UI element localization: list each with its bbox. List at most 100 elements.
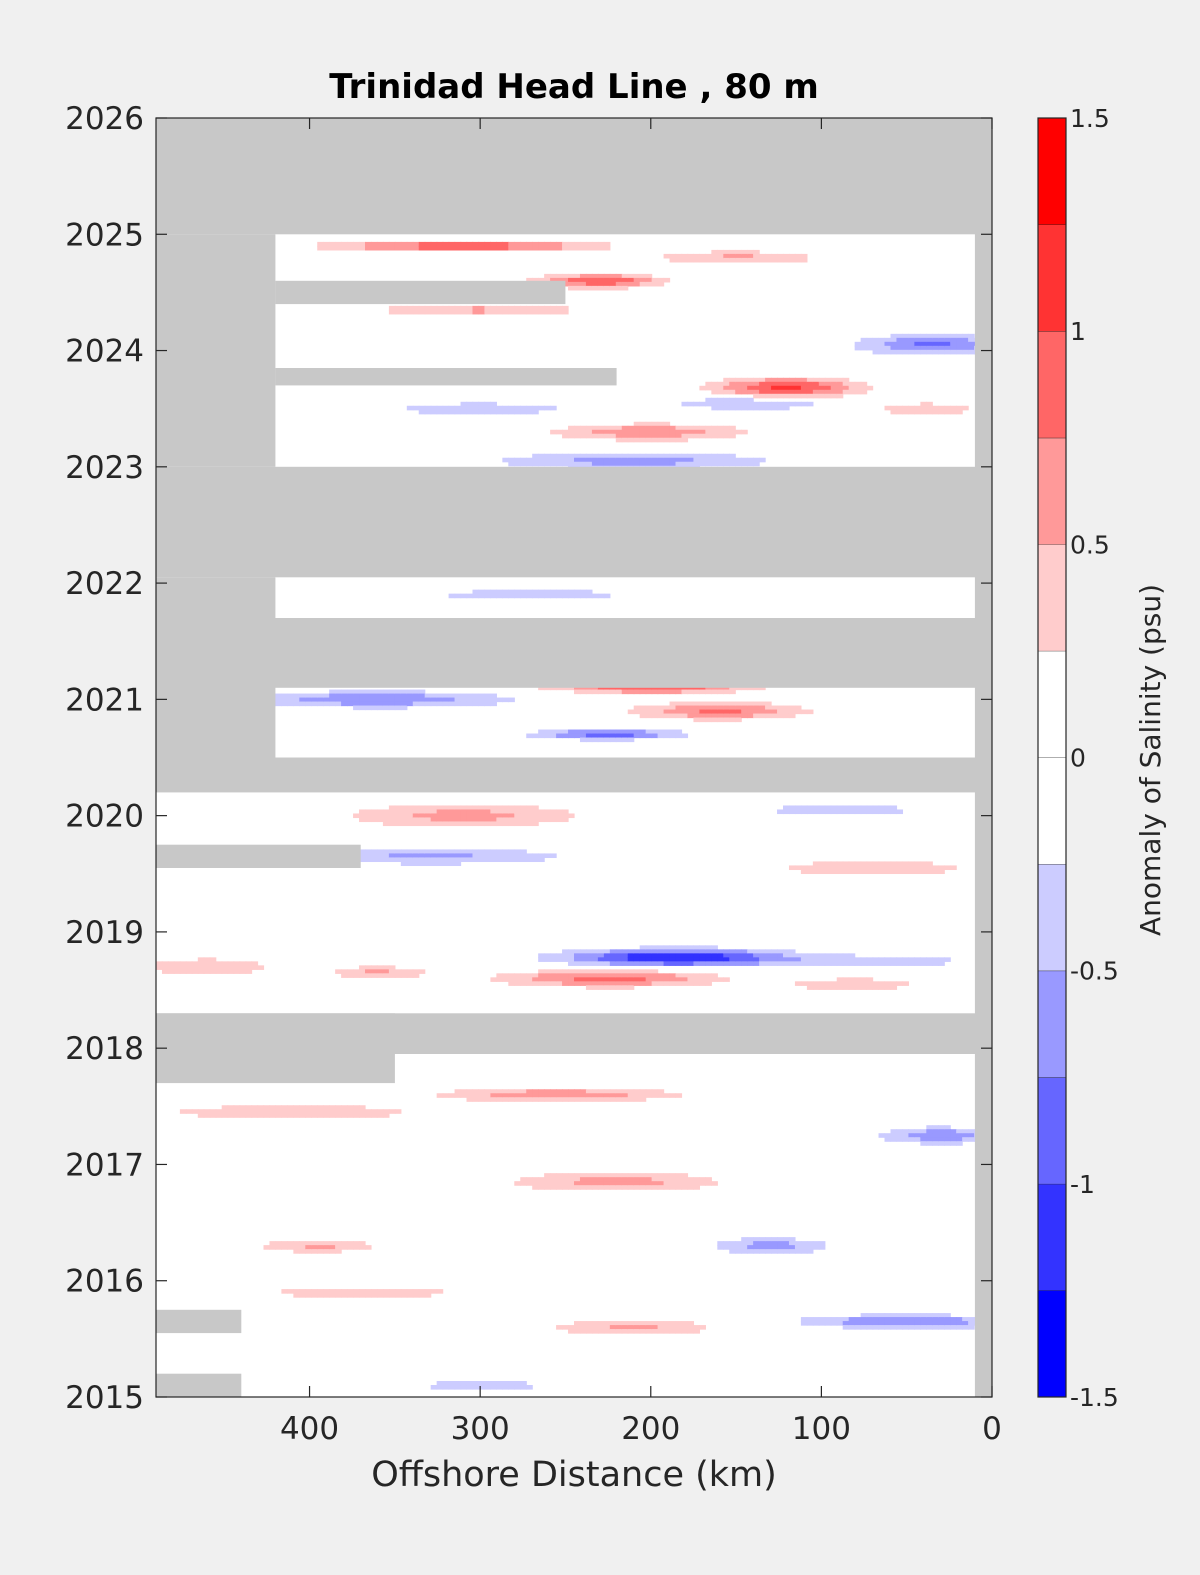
anomaly-cell xyxy=(293,1289,300,1294)
anomaly-cell xyxy=(723,977,730,982)
anomaly-cell xyxy=(842,861,850,867)
anomaly-cell xyxy=(800,253,808,259)
anomaly-cell xyxy=(878,345,886,351)
anomaly-cell xyxy=(579,1325,587,1330)
anomaly-cell xyxy=(854,341,862,347)
anomaly-cell xyxy=(621,1097,629,1102)
anomaly-cell xyxy=(908,861,915,867)
anomaly-cell xyxy=(472,813,480,819)
anomaly-cell xyxy=(693,1177,700,1182)
anomaly-cell xyxy=(562,433,569,439)
anomaly-cell xyxy=(562,973,569,978)
anomaly-cell xyxy=(615,737,623,743)
anomaly-cell xyxy=(591,685,599,691)
anomaly-cell xyxy=(932,345,939,351)
anomaly-cell xyxy=(472,697,480,703)
anomaly-cell xyxy=(585,1089,593,1094)
anomaly-cell xyxy=(962,1317,969,1322)
anomaly-cell xyxy=(287,693,294,699)
anomaly-cell xyxy=(454,861,462,867)
anomaly-cell xyxy=(920,401,927,407)
anomaly-cell xyxy=(711,381,718,387)
anomaly-cell xyxy=(245,969,253,974)
anomaly-cell xyxy=(675,973,683,978)
anomaly-cell xyxy=(633,705,641,711)
anomaly-cell xyxy=(556,969,563,974)
anomaly-cell xyxy=(747,377,754,383)
anomaly-cell xyxy=(544,1185,551,1190)
anomaly-cell xyxy=(615,973,623,978)
anomaly-cell xyxy=(938,1125,945,1130)
anomaly-cell xyxy=(526,857,533,863)
anomaly-cell xyxy=(866,981,874,986)
anomaly-cell xyxy=(896,1325,904,1330)
anomaly-cell xyxy=(735,957,742,962)
anomaly-cell xyxy=(353,1293,360,1298)
anomaly-cell xyxy=(597,1093,605,1098)
anomaly-cell xyxy=(741,1237,748,1242)
anomaly-cell xyxy=(514,981,521,986)
anomaly-cell xyxy=(221,965,229,970)
anomaly-cell xyxy=(860,337,868,343)
anomaly-cell xyxy=(908,869,915,875)
anomaly-cell xyxy=(526,973,533,978)
anomaly-cell xyxy=(388,701,396,707)
anomaly-cell xyxy=(209,957,217,962)
anomaly-cell xyxy=(538,245,545,251)
anomaly-cell xyxy=(884,1133,892,1138)
anomaly-cell xyxy=(466,1097,474,1102)
anomaly-cell xyxy=(478,853,486,859)
anomaly-cell xyxy=(633,1185,641,1190)
anomaly-cell xyxy=(705,381,712,387)
anomaly-cell xyxy=(400,245,408,251)
anomaly-cell xyxy=(645,433,653,439)
anomaly-cell xyxy=(645,1329,653,1334)
anomaly-cell xyxy=(544,405,551,411)
anomaly-cell xyxy=(400,849,408,855)
anomaly-cell xyxy=(896,409,904,415)
anomaly-cell xyxy=(818,981,826,986)
anomaly-cell xyxy=(556,1325,563,1330)
anomaly-cell xyxy=(538,1177,545,1182)
anomaly-cell xyxy=(956,337,963,343)
anomaly-cell xyxy=(699,1181,706,1186)
anomaly-cell xyxy=(950,1325,957,1330)
anomaly-cell xyxy=(460,817,468,823)
anomaly-cell xyxy=(365,689,372,695)
anomaly-cell xyxy=(341,701,348,707)
anomaly-cell xyxy=(359,1109,366,1114)
anomaly-cell xyxy=(938,341,945,347)
anomaly-cell xyxy=(472,805,480,811)
anomaly-cell xyxy=(878,805,886,811)
anomaly-cell xyxy=(681,1177,689,1182)
anomaly-cell xyxy=(824,385,832,391)
anomaly-cell xyxy=(544,969,551,974)
anomaly-cell xyxy=(860,345,868,351)
anomaly-cell xyxy=(932,961,939,966)
anomaly-cell xyxy=(382,973,390,978)
anomaly-cell xyxy=(621,969,629,974)
anomaly-cell xyxy=(615,981,623,986)
anomaly-cell xyxy=(663,437,671,443)
anomaly-cell xyxy=(460,701,468,707)
anomaly-cell xyxy=(603,433,611,439)
anomaly-cell xyxy=(323,701,330,707)
anomaly-cell xyxy=(603,1329,611,1334)
anomaly-cell xyxy=(884,341,892,347)
anomaly-cell xyxy=(908,1129,915,1134)
anomaly-cell xyxy=(794,709,802,715)
anomaly-cell xyxy=(478,857,486,863)
anomaly-cell xyxy=(585,949,593,954)
anomaly-cell xyxy=(382,813,390,819)
anomaly-cell xyxy=(442,853,450,859)
anomaly-cell xyxy=(412,821,420,827)
anomaly-cell xyxy=(245,961,253,966)
anomaly-cell xyxy=(436,701,444,707)
anomaly-cell xyxy=(424,809,432,815)
anomaly-cell xyxy=(609,425,617,431)
anomaly-cell xyxy=(508,589,515,595)
anomaly-cell xyxy=(926,345,933,351)
anomaly-cell xyxy=(335,697,342,703)
anomaly-cell xyxy=(424,697,432,703)
anomaly-cell xyxy=(514,457,521,463)
